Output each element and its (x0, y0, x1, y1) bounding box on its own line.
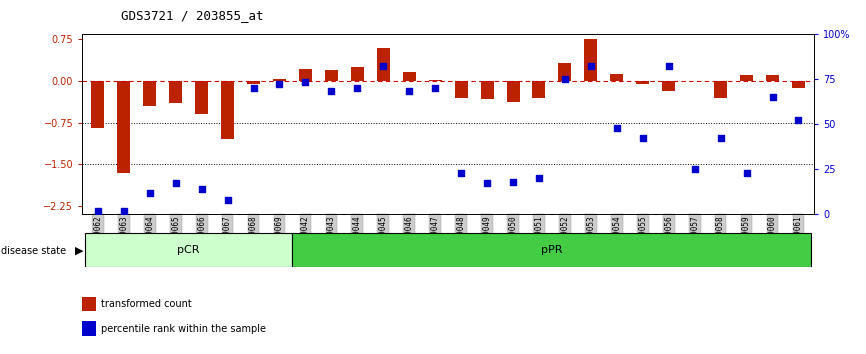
Point (273, 81, 287, 87)
Bar (403, 72, 416, 81)
Bar (143, 81, 156, 106)
Point (351, 85, 365, 91)
Bar (117, 81, 130, 172)
Bar (507, 81, 520, 102)
Point (792, 118, 805, 123)
Bar (766, 75, 779, 81)
Point (740, 170, 753, 176)
Bar (455, 81, 468, 97)
Point (299, 80, 313, 85)
Point (610, 125, 624, 130)
Point (169, 181, 183, 186)
Bar (714, 81, 727, 97)
Text: percentile rank within the sample: percentile rank within the sample (101, 324, 267, 334)
Point (143, 190, 157, 195)
Point (325, 88, 339, 94)
Point (403, 88, 417, 94)
Text: pPR: pPR (541, 245, 563, 255)
Bar (559, 63, 572, 81)
Bar (273, 79, 286, 81)
Bar (221, 81, 234, 139)
Bar (533, 81, 546, 97)
Point (377, 63, 391, 69)
Bar (91, 81, 104, 128)
FancyBboxPatch shape (293, 233, 811, 267)
Point (714, 136, 727, 141)
Point (91, 208, 105, 213)
Bar (247, 81, 260, 84)
Text: pCR: pCR (178, 245, 200, 255)
Bar (169, 81, 182, 103)
FancyBboxPatch shape (85, 233, 293, 267)
Bar (325, 70, 338, 81)
Text: ▶: ▶ (75, 246, 84, 256)
Bar (299, 69, 312, 81)
Bar (611, 74, 624, 81)
Point (558, 76, 572, 81)
Bar (585, 39, 598, 81)
Text: disease state: disease state (1, 246, 66, 256)
Bar (637, 81, 650, 84)
Point (117, 208, 131, 213)
Bar (740, 75, 753, 81)
Point (221, 197, 235, 202)
Text: transformed count: transformed count (101, 299, 192, 309)
Point (247, 85, 261, 91)
Point (454, 170, 468, 176)
Point (662, 63, 675, 69)
Bar (429, 80, 442, 81)
Point (429, 85, 443, 91)
Point (688, 166, 701, 172)
Point (584, 63, 598, 69)
Bar (377, 47, 390, 81)
Text: GDS3721 / 203855_at: GDS3721 / 203855_at (121, 9, 264, 22)
Point (195, 186, 209, 192)
Point (480, 181, 494, 186)
Point (532, 175, 546, 181)
Point (506, 179, 520, 184)
Bar (481, 81, 494, 99)
Bar (662, 81, 675, 91)
Point (636, 136, 650, 141)
Bar (792, 81, 805, 88)
Bar (195, 81, 208, 114)
Point (766, 94, 779, 99)
Bar (351, 67, 364, 81)
